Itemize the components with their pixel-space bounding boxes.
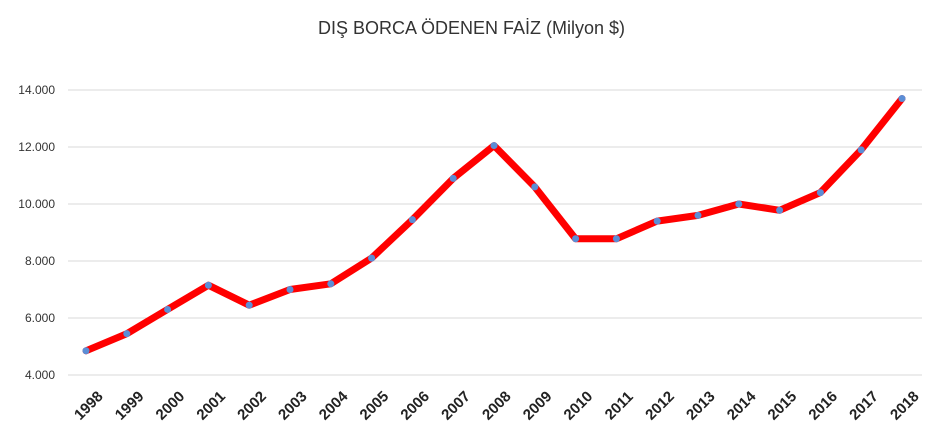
x-tick-label: 2002 bbox=[234, 388, 270, 424]
x-tick-label: 2003 bbox=[275, 388, 311, 424]
x-tick-label: 2017 bbox=[846, 388, 882, 424]
x-tick-label: 2009 bbox=[520, 388, 556, 424]
y-tick-label: 6.000 bbox=[25, 311, 55, 325]
data-point-1998 bbox=[82, 347, 90, 355]
data-point-2011 bbox=[612, 235, 620, 243]
y-axis-ticks: 4.000 6.000 8.000 10.000 12.000 14.000 bbox=[18, 83, 55, 382]
x-tick-label: 2007 bbox=[438, 388, 474, 424]
series-layer bbox=[82, 95, 906, 355]
series-line bbox=[82, 95, 906, 355]
x-tick-label: 2008 bbox=[479, 388, 515, 424]
data-point-2001 bbox=[204, 281, 212, 289]
x-tick-label: 2011 bbox=[602, 388, 637, 423]
data-point-2013 bbox=[694, 211, 702, 219]
x-tick-label: 1999 bbox=[112, 388, 148, 424]
x-tick-label: 2012 bbox=[642, 388, 678, 424]
data-point-2004 bbox=[327, 280, 335, 288]
data-point-2000 bbox=[164, 305, 172, 313]
data-point-2018 bbox=[898, 95, 906, 103]
x-tick-label: 2010 bbox=[561, 388, 597, 424]
chart-title: DIŞ BORCA ÖDENEN FAİZ (Milyon $) bbox=[317, 18, 626, 38]
x-tick-label: 2018 bbox=[887, 388, 923, 424]
x-axis-ticks: 1998 1999 2000 2001 2002 2003 2004 2005 2006 2007… bbox=[71, 388, 923, 424]
y-tick-label: 12.000 bbox=[18, 140, 55, 154]
data-point-2006 bbox=[408, 216, 416, 224]
data-point-2009 bbox=[531, 183, 539, 191]
data-point-2002 bbox=[245, 301, 253, 309]
data-point-2003 bbox=[286, 286, 294, 293]
y-tick-label: 14.000 bbox=[18, 83, 55, 97]
data-point-2014 bbox=[735, 200, 743, 208]
x-tick-label: 2014 bbox=[724, 388, 760, 424]
marker-layer bbox=[82, 95, 906, 355]
data-point-2008 bbox=[490, 142, 498, 150]
data-point-2010 bbox=[572, 235, 580, 243]
x-tick-label: 2000 bbox=[153, 388, 189, 424]
data-point-2007 bbox=[449, 174, 457, 182]
x-tick-label: 2005 bbox=[357, 388, 393, 424]
y-tick-label: 8.000 bbox=[25, 254, 55, 268]
x-tick-label: 2006 bbox=[397, 388, 433, 424]
data-point-2005 bbox=[368, 254, 376, 262]
y-tick-label: 4.000 bbox=[25, 368, 55, 382]
x-tick-label: 2013 bbox=[683, 388, 719, 424]
data-point-2012 bbox=[653, 217, 661, 225]
data-point-2015 bbox=[776, 206, 784, 214]
x-tick-label: 2016 bbox=[805, 388, 841, 424]
grid-lines bbox=[68, 89, 922, 376]
data-point-2016 bbox=[816, 189, 824, 197]
x-tick-label: 2004 bbox=[316, 388, 352, 424]
x-tick-label: 1998 bbox=[71, 388, 107, 424]
data-point-1999 bbox=[123, 330, 131, 338]
x-tick-label: 2001 bbox=[193, 388, 229, 424]
y-tick-label: 10.000 bbox=[18, 197, 55, 211]
x-tick-label: 2015 bbox=[765, 388, 801, 424]
data-point-2017 bbox=[857, 146, 865, 154]
